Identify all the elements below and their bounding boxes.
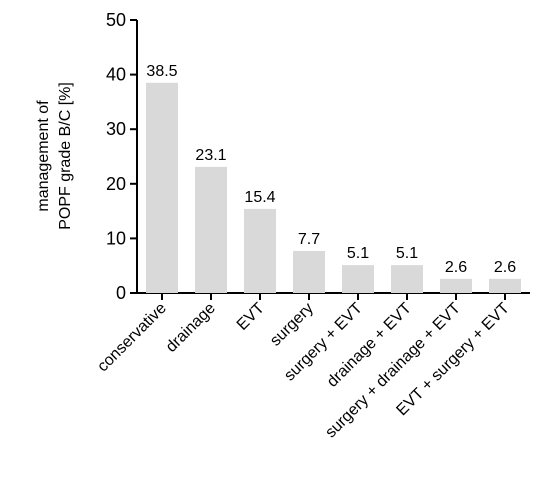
x-tick-label: surgery	[267, 300, 317, 350]
y-tick-label: 30	[106, 119, 126, 139]
x-tick-label: conservative	[94, 300, 170, 376]
x-tick-label: EVT	[234, 300, 268, 334]
x-tick-label: drainage	[163, 300, 219, 356]
bar	[146, 82, 178, 293]
bar	[293, 250, 325, 293]
y-axis-title: management of	[35, 100, 52, 212]
value-label: 15.4	[244, 189, 275, 206]
value-label: 2.6	[494, 259, 516, 276]
x-tick-label: drainage + EVT	[324, 300, 415, 391]
y-tick-label: 40	[106, 65, 126, 85]
y-tick-label: 20	[106, 174, 126, 194]
y-axis-title: POPF grade B/C [%]	[57, 82, 74, 230]
value-label: 38.5	[146, 63, 177, 80]
y-tick-label: 0	[116, 283, 126, 303]
bar	[244, 208, 276, 293]
y-tick-label: 50	[106, 10, 126, 30]
bar	[391, 265, 423, 293]
value-label: 5.1	[347, 245, 369, 262]
bar	[195, 166, 227, 293]
value-label: 2.6	[445, 259, 467, 276]
value-label: 5.1	[396, 245, 418, 262]
value-label: 7.7	[298, 231, 320, 248]
bar	[489, 278, 521, 293]
value-label: 23.1	[195, 147, 226, 164]
bar	[440, 278, 472, 293]
bar	[342, 265, 374, 293]
y-tick-label: 10	[106, 228, 126, 248]
